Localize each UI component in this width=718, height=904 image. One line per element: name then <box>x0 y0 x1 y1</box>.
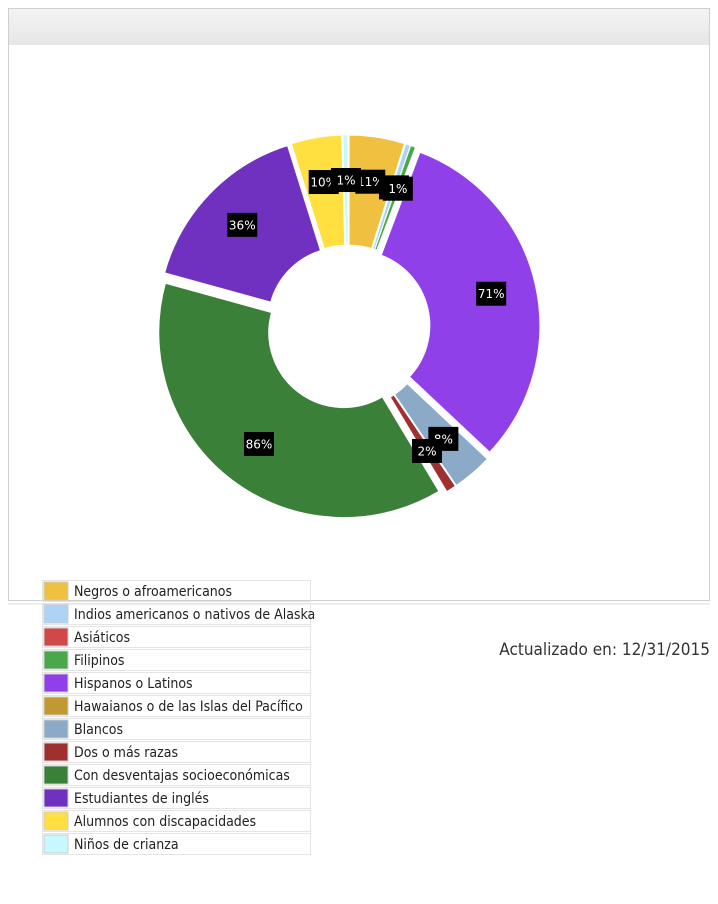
legend-frame <box>42 718 311 740</box>
data-label: 2% <box>412 438 443 463</box>
legend-swatch <box>43 673 69 693</box>
data-label: 71% <box>476 281 507 306</box>
legend-swatch <box>43 581 69 601</box>
legend-frame <box>42 580 311 602</box>
legend-swatch <box>43 604 69 624</box>
legend-frame <box>42 672 311 694</box>
legend-label: Indios americanos o nativos de Alaska <box>74 607 315 623</box>
legend-swatch <box>43 742 69 762</box>
data-label-bg <box>476 281 507 306</box>
legend-swatch <box>43 627 69 647</box>
legend-swatch <box>43 650 69 670</box>
legend-swatch <box>43 765 69 785</box>
legend-frame <box>42 787 311 809</box>
data-label-bg <box>382 176 413 201</box>
legend-label: Asiáticos <box>74 630 130 646</box>
data-label-text: 71% <box>478 287 505 301</box>
legend-label: Filipinos <box>74 653 124 669</box>
data-label-text: 86% <box>246 437 273 451</box>
data-label-text: 11% <box>357 175 384 189</box>
legend-label: Alumnos con discapacidades <box>74 814 256 830</box>
data-label: 1% <box>382 176 413 201</box>
data-label-text: 1% <box>336 174 355 188</box>
legend-frame <box>42 810 311 832</box>
legend-label: Hawaianos o de las Islas del Pacífico <box>74 699 303 715</box>
data-label: 86% <box>243 431 274 456</box>
data-label: 36% <box>227 212 258 237</box>
data-label-bg <box>227 212 258 237</box>
panel-header <box>9 9 709 45</box>
legend-label: Con desventajas socioeconómicas <box>74 768 290 784</box>
legend-swatch <box>43 788 69 808</box>
legend-label: Hispanos o Latinos <box>74 676 193 692</box>
legend-label: Blancos <box>74 722 123 738</box>
legend-frame <box>42 741 311 763</box>
legend-swatch <box>43 811 69 831</box>
legend-swatch <box>43 719 69 739</box>
updated-text: Actualizado en: 12/31/2015 <box>499 640 710 660</box>
legend-swatch <box>43 834 69 854</box>
data-label-text: 10% <box>310 176 337 190</box>
legend-frame <box>42 764 311 786</box>
legend-label: Niños de crianza <box>74 837 179 853</box>
legend-label: Estudiantes de inglés <box>74 791 209 807</box>
legend-frame <box>42 649 311 671</box>
slice <box>380 151 541 453</box>
data-label-text: 36% <box>229 218 256 232</box>
data-label-bg <box>243 431 274 456</box>
legend-frame <box>42 695 311 717</box>
slice <box>158 282 440 519</box>
legend-frame <box>42 626 311 648</box>
data-label-text: 2% <box>417 444 436 458</box>
data-label-text: 1% <box>388 182 407 196</box>
legend-label: Dos o más razas <box>74 745 178 761</box>
legend-frame <box>42 603 311 625</box>
data-label-bg <box>412 438 443 463</box>
legend-swatch <box>43 696 69 716</box>
legend-label: Negros o afroamericanos <box>74 584 232 600</box>
data-label: 1% <box>330 168 361 193</box>
legend-frame <box>42 833 311 855</box>
data-label-bg <box>330 168 361 193</box>
